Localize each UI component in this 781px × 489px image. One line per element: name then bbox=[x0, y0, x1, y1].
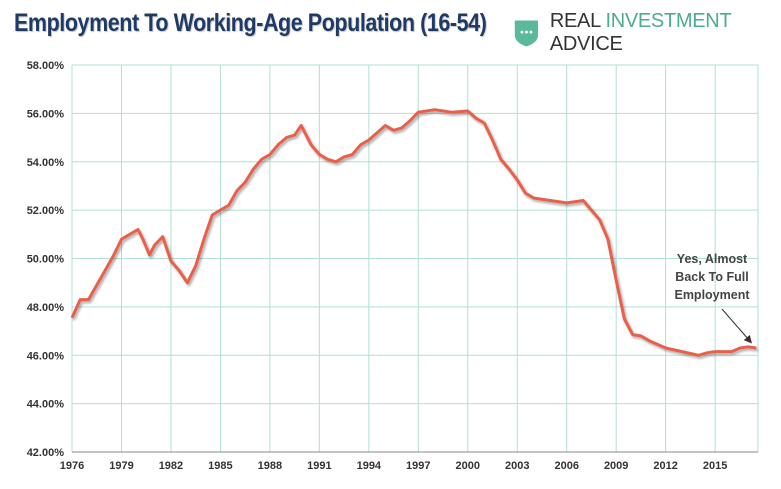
y-tick-label: 50.00% bbox=[27, 254, 65, 266]
annotation-text: Yes, Almost bbox=[677, 252, 748, 266]
y-tick-label: 44.00% bbox=[27, 399, 65, 411]
series-line bbox=[70, 108, 757, 357]
y-tick-label: 46.00% bbox=[27, 350, 65, 362]
x-tick-label: 2015 bbox=[703, 460, 727, 472]
x-tick-label: 1979 bbox=[109, 460, 133, 472]
x-tick-label: 1976 bbox=[60, 460, 84, 472]
x-tick-label: 2012 bbox=[653, 460, 677, 472]
x-tick-label: 2000 bbox=[456, 460, 480, 472]
y-tick-label: 42.00% bbox=[27, 447, 65, 459]
y-tick-label: 52.00% bbox=[27, 205, 65, 217]
brand-name: REAL INVESTMENT ADVICE bbox=[550, 10, 781, 56]
x-tick-label: 2006 bbox=[554, 460, 578, 472]
y-tick-label: 48.00% bbox=[27, 302, 65, 314]
shield-chat-icon bbox=[514, 20, 539, 47]
annotation-arrow bbox=[721, 308, 753, 344]
y-tick-label: 56.00% bbox=[27, 108, 65, 120]
x-tick-label: 1994 bbox=[357, 460, 382, 472]
y-tick-label: 54.00% bbox=[27, 157, 65, 169]
x-tick-label: 1988 bbox=[258, 460, 282, 472]
brand-part2: INVESTMENT bbox=[605, 10, 731, 32]
x-tick-label: 1991 bbox=[307, 460, 331, 472]
x-tick-label: 1982 bbox=[159, 460, 183, 472]
annotation-text: Employment bbox=[674, 288, 750, 302]
annotation-text: Back To Full bbox=[675, 270, 748, 284]
x-tick-label: 1985 bbox=[208, 460, 232, 472]
y-tick-label: 58.00% bbox=[27, 60, 65, 72]
brand-part3: ADVICE bbox=[549, 33, 623, 55]
brand-part1: REAL bbox=[549, 10, 606, 32]
chart-title: Employment To Working-Age Population (16… bbox=[14, 9, 487, 37]
x-tick-label: 2009 bbox=[604, 460, 628, 472]
x-tick-label: 2003 bbox=[505, 460, 529, 472]
x-tick-label: 1997 bbox=[406, 460, 430, 472]
brand-logo: REAL INVESTMENT ADVICE bbox=[513, 10, 781, 56]
